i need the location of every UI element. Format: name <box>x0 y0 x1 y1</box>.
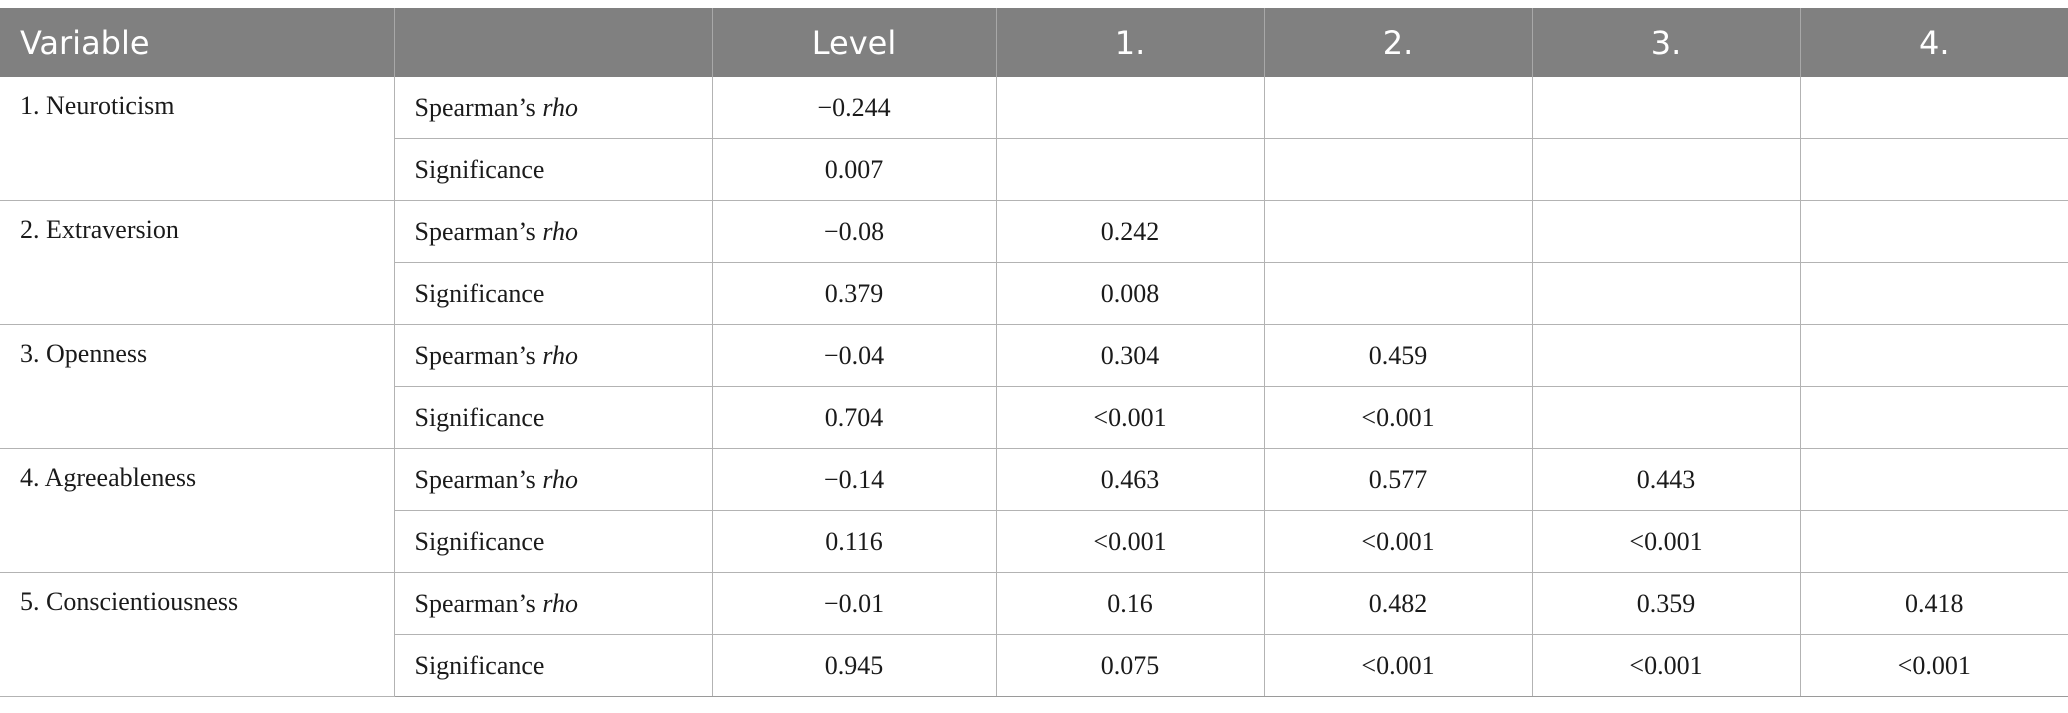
rho-value-col-4: 0.418 <box>1800 572 2068 635</box>
header-col-4: 4. <box>1800 8 2068 77</box>
sig-value-level: 0.379 <box>712 262 997 325</box>
rho-value-col-4 <box>1800 448 2068 511</box>
statistic-label-significance: Significance <box>394 634 713 697</box>
header-variable: Variable <box>0 8 395 77</box>
sig-value-col-1 <box>996 138 1265 201</box>
variable-name: 4. Agreeableness <box>0 448 395 573</box>
sig-value-col-3: <0.001 <box>1532 634 1801 697</box>
rho-value-col-1: 0.463 <box>996 448 1265 511</box>
statistic-label-significance: Significance <box>394 262 713 325</box>
rho-value-col-3 <box>1532 77 1801 139</box>
sig-value-col-1: <0.001 <box>996 510 1265 573</box>
sig-value-col-3 <box>1532 386 1801 449</box>
variable-name: 1. Neuroticism <box>0 77 395 201</box>
correlation-table: Variable Level 1. 2. 3. 4. 1. Neuroticis… <box>0 8 2068 697</box>
sig-value-col-3 <box>1532 138 1801 201</box>
spearman-label: Spearman’s <box>414 588 536 618</box>
table-row-rho: 4. Agreeableness Spearman’s rho −0.14 0.463… <box>0 448 2068 573</box>
sig-value-col-4 <box>1800 510 2068 573</box>
statistic-label-rho: Spearman’s rho <box>394 448 713 511</box>
rho-value-col-3: 0.359 <box>1532 572 1801 635</box>
spearman-label: Spearman’s <box>414 340 536 370</box>
spearman-label: Spearman’s <box>414 216 536 246</box>
statistic-label-rho: Spearman’s rho <box>394 200 713 263</box>
rho-value-col-4 <box>1800 324 2068 387</box>
sig-value-col-3: <0.001 <box>1532 510 1801 573</box>
sig-value-level: 0.116 <box>712 510 997 573</box>
rho-value-col-2 <box>1264 200 1533 263</box>
sig-value-col-4: <0.001 <box>1800 634 2068 697</box>
table-row-rho: 1. Neuroticism Spearman’s rho −0.244 <box>0 77 2068 201</box>
sig-value-col-1: 0.008 <box>996 262 1265 325</box>
rho-value-col-4 <box>1800 77 2068 139</box>
rho-label: rho <box>542 340 578 370</box>
rho-value-col-3 <box>1532 324 1801 387</box>
sig-value-col-1: <0.001 <box>996 386 1265 449</box>
table-body: 1. Neuroticism Spearman’s rho −0.244 Signif… <box>0 77 2068 697</box>
header-statistic <box>394 8 713 77</box>
rho-value-col-3: 0.443 <box>1532 448 1801 511</box>
table-row-rho: 2. Extraversion Spearman’s rho −0.08 0.242 <box>0 200 2068 325</box>
rho-value-col-2: 0.577 <box>1264 448 1533 511</box>
sig-value-col-2: <0.001 <box>1264 386 1533 449</box>
rho-value-col-2 <box>1264 77 1533 139</box>
sig-value-level: 0.704 <box>712 386 997 449</box>
rho-label: rho <box>542 92 578 122</box>
spearman-label: Spearman’s <box>414 92 536 122</box>
table-row-significance: Significance 0.116 <0.001 <0.001 <0.001 <box>0 510 2068 573</box>
sig-value-col-2: <0.001 <box>1264 510 1533 573</box>
sig-value-col-2 <box>1264 138 1533 201</box>
statistic-label-significance: Significance <box>394 386 713 449</box>
rho-label: rho <box>542 216 578 246</box>
rho-label: rho <box>542 588 578 618</box>
sig-value-col-3 <box>1532 262 1801 325</box>
table-row-significance: Significance 0.945 0.075 <0.001 <0.001 <0.001 <box>0 634 2068 697</box>
sig-value-col-1: 0.075 <box>996 634 1265 697</box>
rho-value-col-2: 0.482 <box>1264 572 1533 635</box>
statistic-label-significance: Significance <box>394 138 713 201</box>
rho-value-col-1: 0.242 <box>996 200 1265 263</box>
header-col-1: 1. <box>996 8 1265 77</box>
sig-value-level: 0.945 <box>712 634 997 697</box>
sig-value-col-2 <box>1264 262 1533 325</box>
spearman-label: Spearman’s <box>414 464 536 494</box>
table-row-significance: Significance 0.007 <box>0 138 2068 201</box>
statistic-label-rho: Spearman’s rho <box>394 572 713 635</box>
header-row: Variable Level 1. 2. 3. 4. <box>0 8 2068 77</box>
statistic-label-significance: Significance <box>394 510 713 573</box>
rho-value-col-1 <box>996 77 1265 139</box>
header-level: Level <box>712 8 997 77</box>
table-header: Variable Level 1. 2. 3. 4. <box>0 8 2068 77</box>
table-row-significance: Significance 0.379 0.008 <box>0 262 2068 325</box>
sig-value-col-2: <0.001 <box>1264 634 1533 697</box>
statistic-label-rho: Spearman’s rho <box>394 324 713 387</box>
table-row-rho: 5. Conscientiousness Spearman’s rho −0.01 0… <box>0 572 2068 697</box>
variable-name: 5. Conscientiousness <box>0 572 395 697</box>
rho-value-level: −0.08 <box>712 200 997 263</box>
rho-value-level: −0.14 <box>712 448 997 511</box>
rho-value-level: −0.01 <box>712 572 997 635</box>
rho-value-level: −0.244 <box>712 77 997 139</box>
table-row-significance: Significance 0.704 <0.001 <0.001 <box>0 386 2068 449</box>
statistic-label-rho: Spearman’s rho <box>394 77 713 139</box>
rho-label: rho <box>542 464 578 494</box>
rho-value-col-2: 0.459 <box>1264 324 1533 387</box>
table-row-rho: 3. Openness Spearman’s rho −0.04 0.304 0.459 <box>0 324 2068 449</box>
rho-value-level: −0.04 <box>712 324 997 387</box>
rho-value-col-1: 0.304 <box>996 324 1265 387</box>
variable-name: 2. Extraversion <box>0 200 395 325</box>
sig-value-level: 0.007 <box>712 138 997 201</box>
sig-value-col-4 <box>1800 262 2068 325</box>
rho-value-col-4 <box>1800 200 2068 263</box>
variable-name: 3. Openness <box>0 324 395 449</box>
header-col-3: 3. <box>1532 8 1801 77</box>
sig-value-col-4 <box>1800 138 2068 201</box>
rho-value-col-3 <box>1532 200 1801 263</box>
sig-value-col-4 <box>1800 386 2068 449</box>
rho-value-col-1: 0.16 <box>996 572 1265 635</box>
header-col-2: 2. <box>1264 8 1533 77</box>
